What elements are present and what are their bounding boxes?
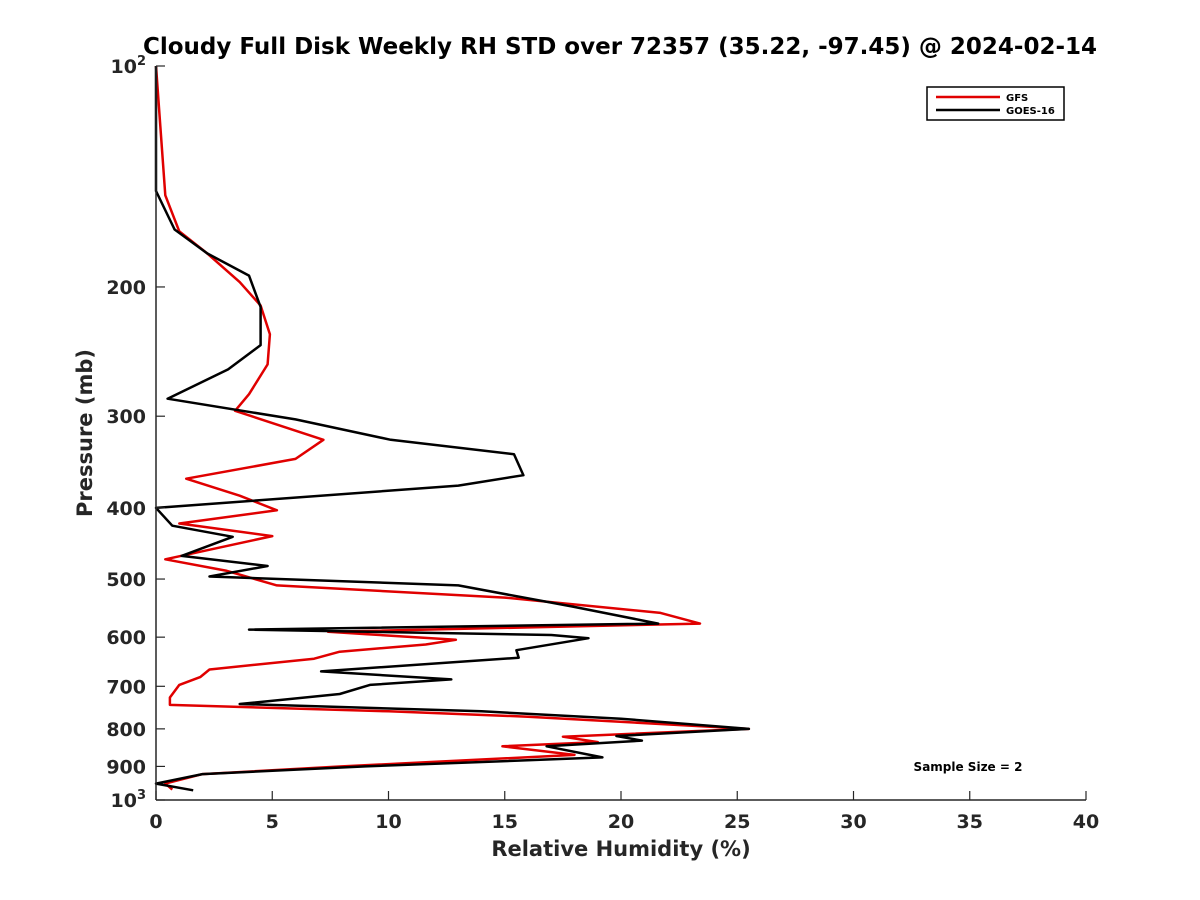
x-tick-label: 40 <box>1073 811 1099 833</box>
y-tick-label: 400 <box>106 498 146 520</box>
legend: GFS GOES-16 <box>926 86 1065 121</box>
y-tick-label: 300 <box>106 406 146 428</box>
legend-box <box>926 86 1065 121</box>
y-tick-label: 103 <box>111 788 147 812</box>
y-tick-label: 700 <box>106 676 146 698</box>
x-tick-label: 20 <box>608 811 634 833</box>
x-tick-label: 0 <box>149 811 162 833</box>
y-ticks: 102 200 300 400 500 600 700 800 900 103 <box>106 54 165 812</box>
series-line-gfs <box>154 65 751 791</box>
x-tick-label: 35 <box>957 811 983 833</box>
series-line-goes16 <box>154 66 751 792</box>
legend-label-gfs: GFS <box>1006 93 1028 104</box>
x-tick-label: 15 <box>492 811 518 833</box>
x-ticks: 0 5 10 15 20 25 30 35 40 <box>149 791 1099 833</box>
y-tick-label: 200 <box>106 277 146 299</box>
x-tick-label: 10 <box>375 811 401 833</box>
legend-label-goes16: GOES-16 <box>1006 106 1055 117</box>
y-tick-label: 600 <box>106 627 146 649</box>
y-tick-label: 900 <box>106 756 146 778</box>
y-axis-label: Pressure (mb) <box>73 349 97 517</box>
y-tick-label: 500 <box>106 569 146 591</box>
chart-title: Cloudy Full Disk Weekly RH STD over 7235… <box>143 34 1097 60</box>
y-tick-label: 800 <box>106 719 146 741</box>
series-layer <box>154 65 751 792</box>
x-tick-label: 30 <box>840 811 866 833</box>
y-tick-label: 102 <box>111 54 147 78</box>
x-axis-label: Relative Humidity (%) <box>491 837 750 861</box>
x-tick-label: 5 <box>266 811 279 833</box>
x-tick-label: 25 <box>724 811 750 833</box>
sample-size-annotation: Sample Size = 2 <box>914 760 1023 774</box>
axes <box>155 66 1086 801</box>
